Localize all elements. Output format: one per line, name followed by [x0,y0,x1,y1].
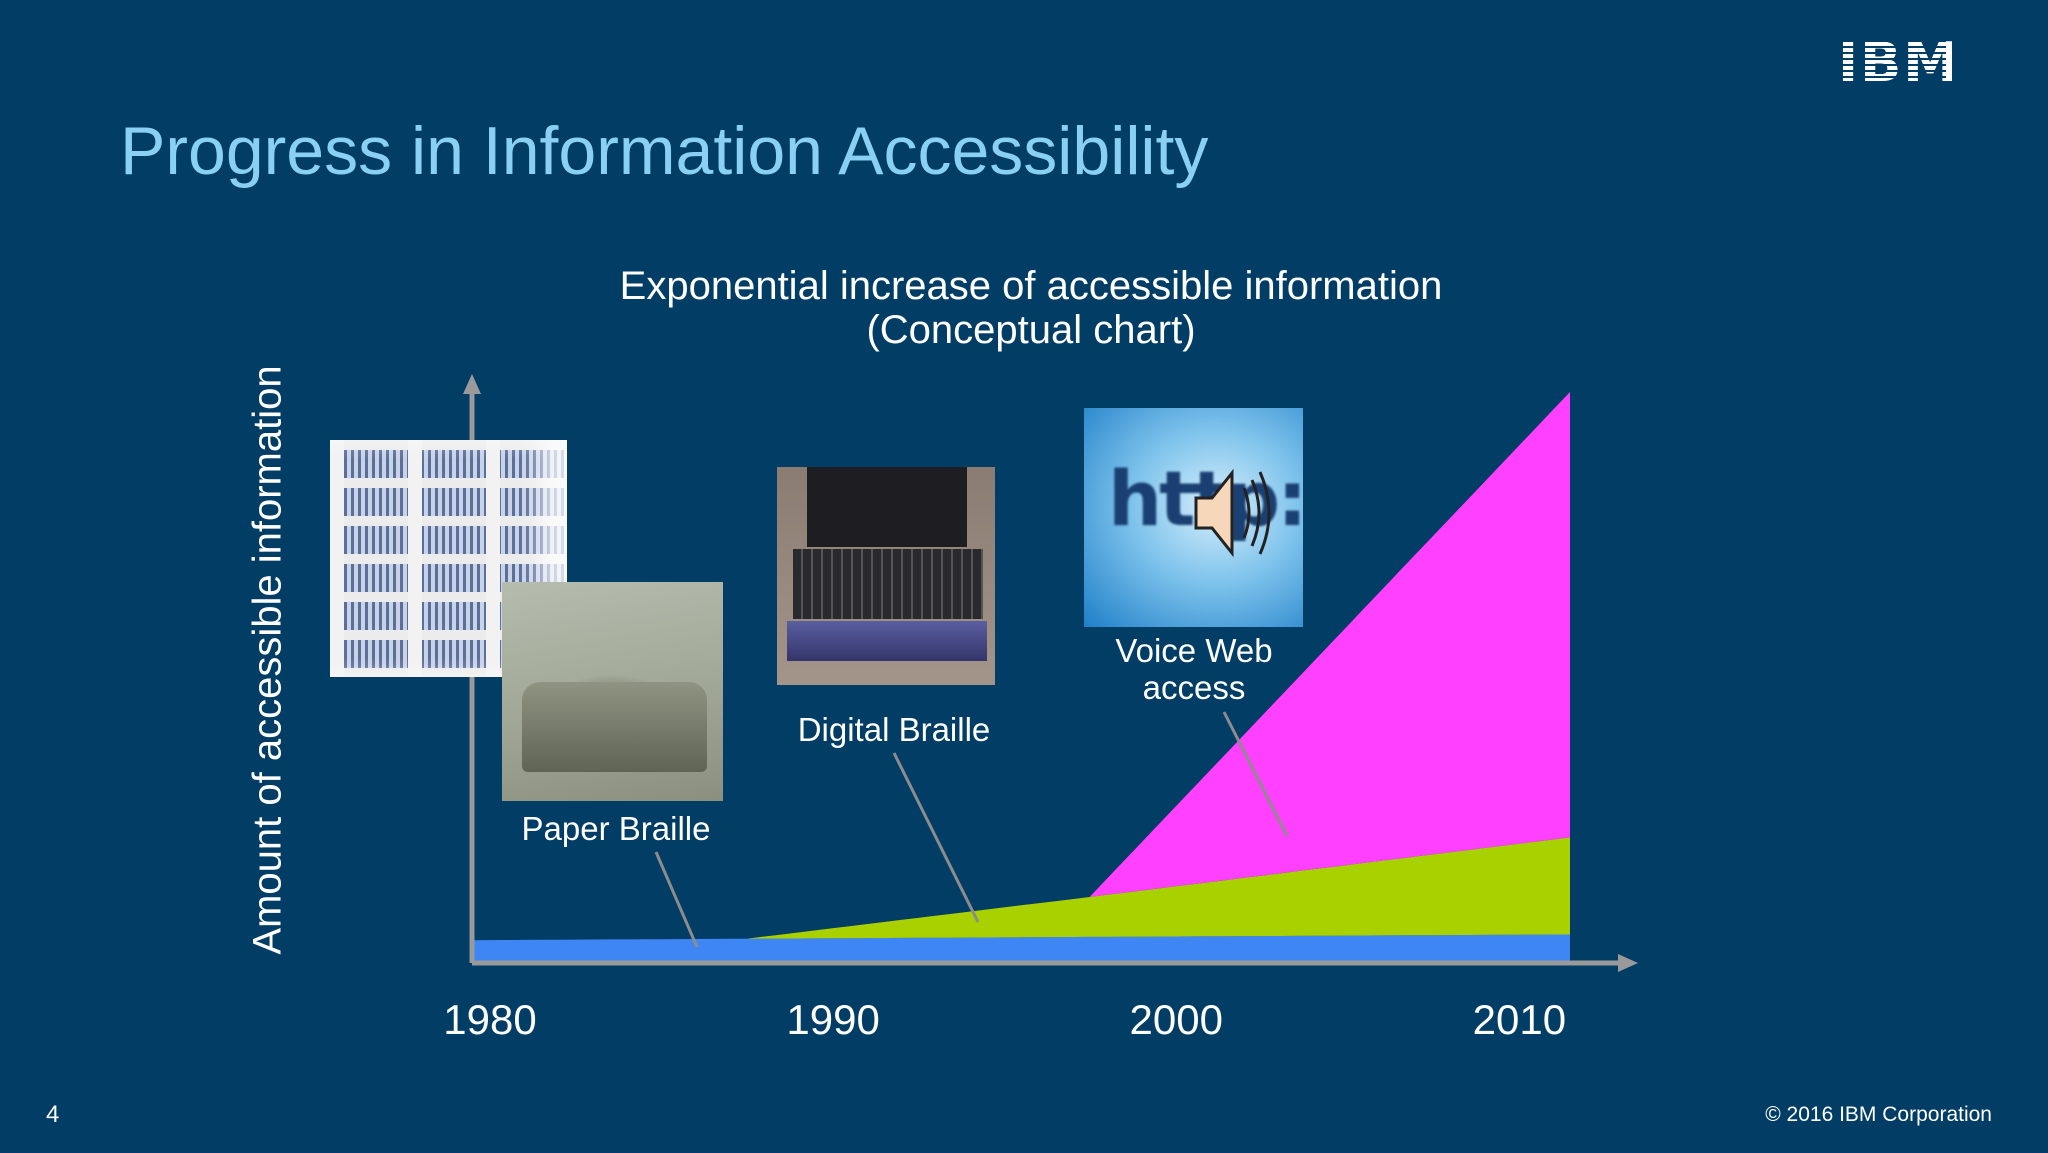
x-tick-label: 2000 [1129,996,1223,1043]
area-digital-braille [746,837,1570,939]
braille-writer-image [502,582,723,801]
annotation-digital-braille: Digital Braille [797,711,991,748]
y-axis-arrow [463,374,481,394]
annotation-voice-web-access: Voice Web access [1115,632,1273,706]
digital-braille-device-image [777,467,995,685]
annotation-leaders [654,711,1289,948]
page-number: 4 [46,1101,60,1128]
annotation-paper-braille: Paper Braille [521,810,711,847]
leader-line [892,752,980,923]
chart-title: Exponential increase of accessible infor… [619,264,1443,308]
leader-line [654,851,699,948]
voice-web-http-image: http:/ [1084,408,1303,627]
copyright: © 2016 IBM Corporation [1765,1103,1992,1126]
x-tick-label: 1980 [443,996,537,1043]
area-voice-web-access [1089,392,1570,897]
speaker-icon [1194,468,1271,558]
chart-subtitle: (Conceptual chart) [866,308,1196,352]
leader-line [1222,711,1289,837]
x-tick-label: 2010 [1472,996,1567,1043]
area-paper-braille [472,934,1570,963]
x-axis-arrow [1618,954,1638,972]
x-tick-label: 1990 [786,996,880,1043]
slide-title: Progress in Information Accessibility [120,113,1209,189]
chart-areas [472,392,1570,963]
